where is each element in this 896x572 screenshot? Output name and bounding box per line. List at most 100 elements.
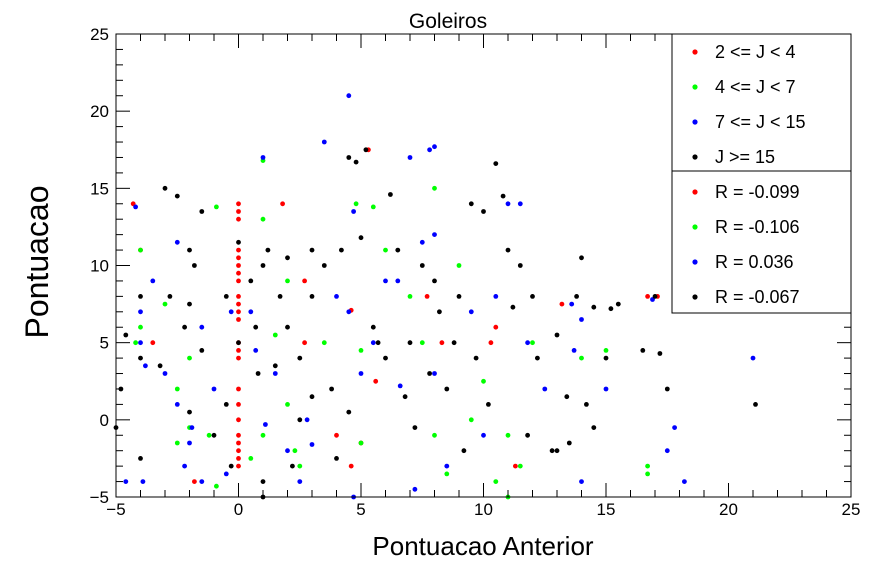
data-point (412, 486, 418, 492)
data-point (211, 432, 217, 438)
data-point (640, 348, 646, 353)
legend-box: 2 <= J < 4 4 <= J < 7 7 <= J < 15 J >= 15 R … (671, 33, 852, 314)
data-point (302, 278, 307, 284)
data-point (236, 340, 241, 346)
data-point (407, 155, 413, 160)
data-point (468, 417, 474, 423)
data-point (591, 425, 597, 430)
data-point (427, 371, 432, 376)
y-tick-label: 10 (90, 257, 109, 276)
data-point (419, 239, 425, 245)
data-point (468, 201, 474, 207)
data-point (615, 301, 621, 307)
x-tick-label: 10 (474, 500, 493, 519)
data-point (481, 378, 486, 384)
data-point (346, 309, 352, 315)
data-point (187, 440, 192, 446)
legend-marker (692, 84, 698, 90)
data-point (187, 301, 192, 307)
data-point (461, 448, 467, 454)
data-point (272, 371, 278, 376)
y-tick-label: 5 (100, 334, 109, 353)
data-point (424, 294, 430, 299)
data-point (383, 355, 388, 361)
data-point (750, 355, 756, 361)
data-point (363, 147, 369, 153)
data-point (253, 348, 259, 353)
data-point (236, 456, 241, 461)
data-point (407, 340, 413, 346)
data-point (444, 471, 450, 477)
data-point (138, 355, 143, 361)
legend-label: J >= 15 (715, 147, 775, 167)
data-point (309, 247, 315, 253)
data-point (579, 479, 584, 484)
correlation-marker (692, 189, 698, 195)
data-point (199, 324, 205, 330)
data-point (236, 263, 241, 268)
data-point (174, 402, 180, 407)
data-point (456, 263, 462, 268)
data-point (174, 440, 180, 446)
data-point (260, 479, 266, 484)
data-point (439, 340, 445, 346)
data-point (432, 371, 437, 376)
data-point (664, 386, 670, 392)
data-point (468, 309, 474, 315)
data-point (199, 209, 205, 214)
data-point (412, 425, 418, 430)
data-point (419, 340, 425, 346)
axes-layer: −5 0 5 10 15 20 25 −5 0 5 10 15 20 25 (90, 25, 861, 519)
data-point (370, 340, 376, 346)
data-point (123, 332, 129, 338)
data-point (481, 432, 486, 438)
data-point (206, 432, 212, 438)
data-point (370, 324, 376, 330)
data-point (297, 417, 303, 423)
data-point (530, 294, 535, 299)
data-point (236, 301, 241, 307)
data-point (236, 294, 241, 299)
data-point (285, 278, 290, 284)
data-point (375, 340, 381, 346)
data-point (248, 278, 254, 284)
data-point (493, 294, 499, 299)
data-point (182, 463, 188, 469)
data-point (579, 317, 584, 322)
legend-label: 2 <= J < 4 (715, 42, 796, 62)
y-tick-label: 25 (90, 25, 109, 44)
data-point (236, 355, 241, 361)
data-point (535, 355, 540, 361)
data-point (517, 463, 523, 469)
legend-marker (692, 154, 698, 160)
x-tick-label: −5 (106, 500, 125, 519)
data-point (473, 355, 479, 361)
data-point (395, 278, 401, 284)
data-point (388, 192, 393, 197)
data-point (456, 294, 462, 299)
data-point (334, 456, 339, 461)
data-point (236, 463, 241, 469)
data-point (140, 479, 146, 484)
correlation-label: R = -0.067 (715, 287, 800, 307)
data-point (505, 247, 511, 253)
data-point (370, 204, 376, 210)
data-point (505, 201, 511, 207)
data-point (358, 440, 364, 446)
data-point (285, 402, 290, 407)
data-point (542, 386, 548, 392)
data-point (407, 294, 413, 299)
data-point (569, 301, 575, 307)
data-point (645, 294, 650, 299)
data-point (236, 402, 241, 407)
correlation-marker (692, 294, 698, 300)
data-point (603, 355, 609, 361)
data-point (554, 332, 560, 338)
data-point (223, 294, 229, 299)
data-point (133, 204, 139, 210)
data-point (236, 386, 241, 392)
y-tick-label: 20 (90, 102, 109, 121)
data-point (260, 216, 266, 222)
data-point (214, 204, 219, 210)
data-point (272, 363, 278, 369)
